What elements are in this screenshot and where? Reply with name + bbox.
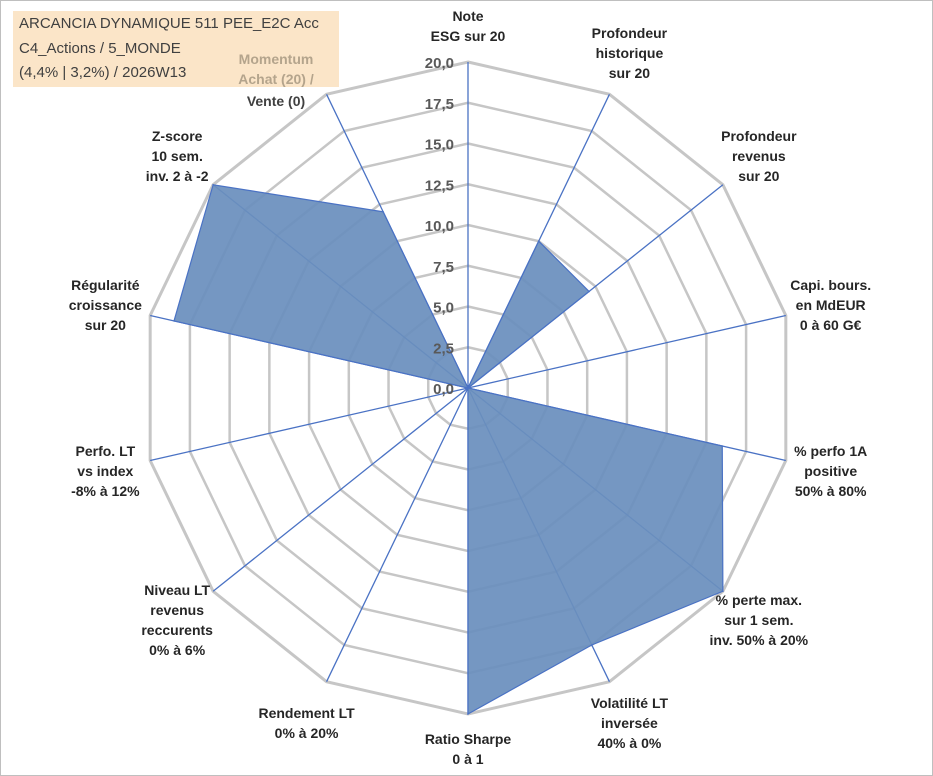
data-point-7 bbox=[467, 713, 469, 715]
radar-axis-labels: Note ESG sur 20 Profondeur historique sur 20… bbox=[69, 8, 871, 767]
axis-label-10: Perfo. LT vs index -8% à 12% bbox=[71, 443, 140, 499]
tick-label-4: 10,0 bbox=[425, 218, 454, 235]
data-point-5 bbox=[722, 590, 724, 593]
tick-label-5: 12,5 bbox=[425, 177, 454, 194]
spoke-8 bbox=[325, 387, 469, 682]
axis-label-4: % perfo 1A positive 50% à 80% bbox=[794, 443, 867, 499]
momentum-label-line1: Momentum bbox=[238, 51, 314, 67]
axis-label-5: % perte max. sur 1 sem. inv. 50% à 20% bbox=[710, 592, 809, 648]
data-point-4 bbox=[721, 445, 724, 447]
data-point-13 bbox=[382, 210, 384, 213]
data-point-2 bbox=[588, 290, 590, 293]
radar-series bbox=[173, 183, 724, 716]
fund-info-box: ARCANCIA DYNAMIQUE 511 PEE_E2C Acc C4_Ac… bbox=[13, 11, 339, 87]
momentum-label-line3: Vente (0) bbox=[246, 93, 306, 109]
axis-label-7: Ratio Sharpe 0 à 1 bbox=[425, 731, 512, 767]
fund-performance-week: (4,4% | 3,2%) / 2026W13 bbox=[19, 64, 187, 81]
axis-label-11: Régularité croissance sur 20 bbox=[69, 277, 142, 333]
data-point-6 bbox=[590, 644, 593, 646]
tick-label-6: 15,0 bbox=[425, 137, 454, 154]
axis-label-1: Profondeur historique sur 20 bbox=[592, 25, 668, 81]
tick-label-1: 2,5 bbox=[433, 340, 454, 357]
axis-label-6: Volatilité LT inversée 40% à 0% bbox=[591, 695, 669, 751]
fund-category: C4_Actions / 5_MONDE bbox=[19, 40, 181, 57]
momentum-label-line2: Achat (20) / bbox=[238, 71, 314, 87]
data-point-10 bbox=[467, 387, 469, 389]
tick-label-7: 17,5 bbox=[425, 96, 454, 113]
radar-tick-labels: 0,0 2,5 5,0 7,5 10,0 12,5 15,0 17,5 20,0 bbox=[425, 55, 454, 398]
fund-name: ARCANCIA DYNAMIQUE 511 PEE_E2C Acc bbox=[19, 15, 319, 32]
spoke-3 bbox=[467, 314, 786, 389]
axis-label-3: Capi. bours. en MdEUR 0 à 60 G€ bbox=[790, 277, 871, 333]
axis-label-8: Rendement LT 0% à 20% bbox=[258, 705, 355, 741]
spoke-9 bbox=[212, 387, 469, 592]
axis-label-12: Z-score 10 sem. inv. 2 à -2 bbox=[146, 128, 209, 184]
axis-label-9: Niveau LT revenus reccurents 0% à 6% bbox=[141, 582, 213, 658]
tick-label-2: 5,0 bbox=[433, 300, 454, 317]
spoke-10 bbox=[150, 387, 469, 462]
tick-label-3: 7,5 bbox=[433, 259, 454, 276]
axis-label-0: Note ESG sur 20 bbox=[431, 8, 506, 44]
data-point-11 bbox=[173, 320, 175, 322]
tick-label-0: 0,0 bbox=[433, 381, 454, 398]
axis-label-2: Profondeur revenus sur 20 bbox=[721, 128, 797, 184]
tick-label-8: 20,0 bbox=[425, 55, 454, 72]
data-point-1 bbox=[537, 240, 540, 242]
data-point-12 bbox=[212, 183, 214, 186]
